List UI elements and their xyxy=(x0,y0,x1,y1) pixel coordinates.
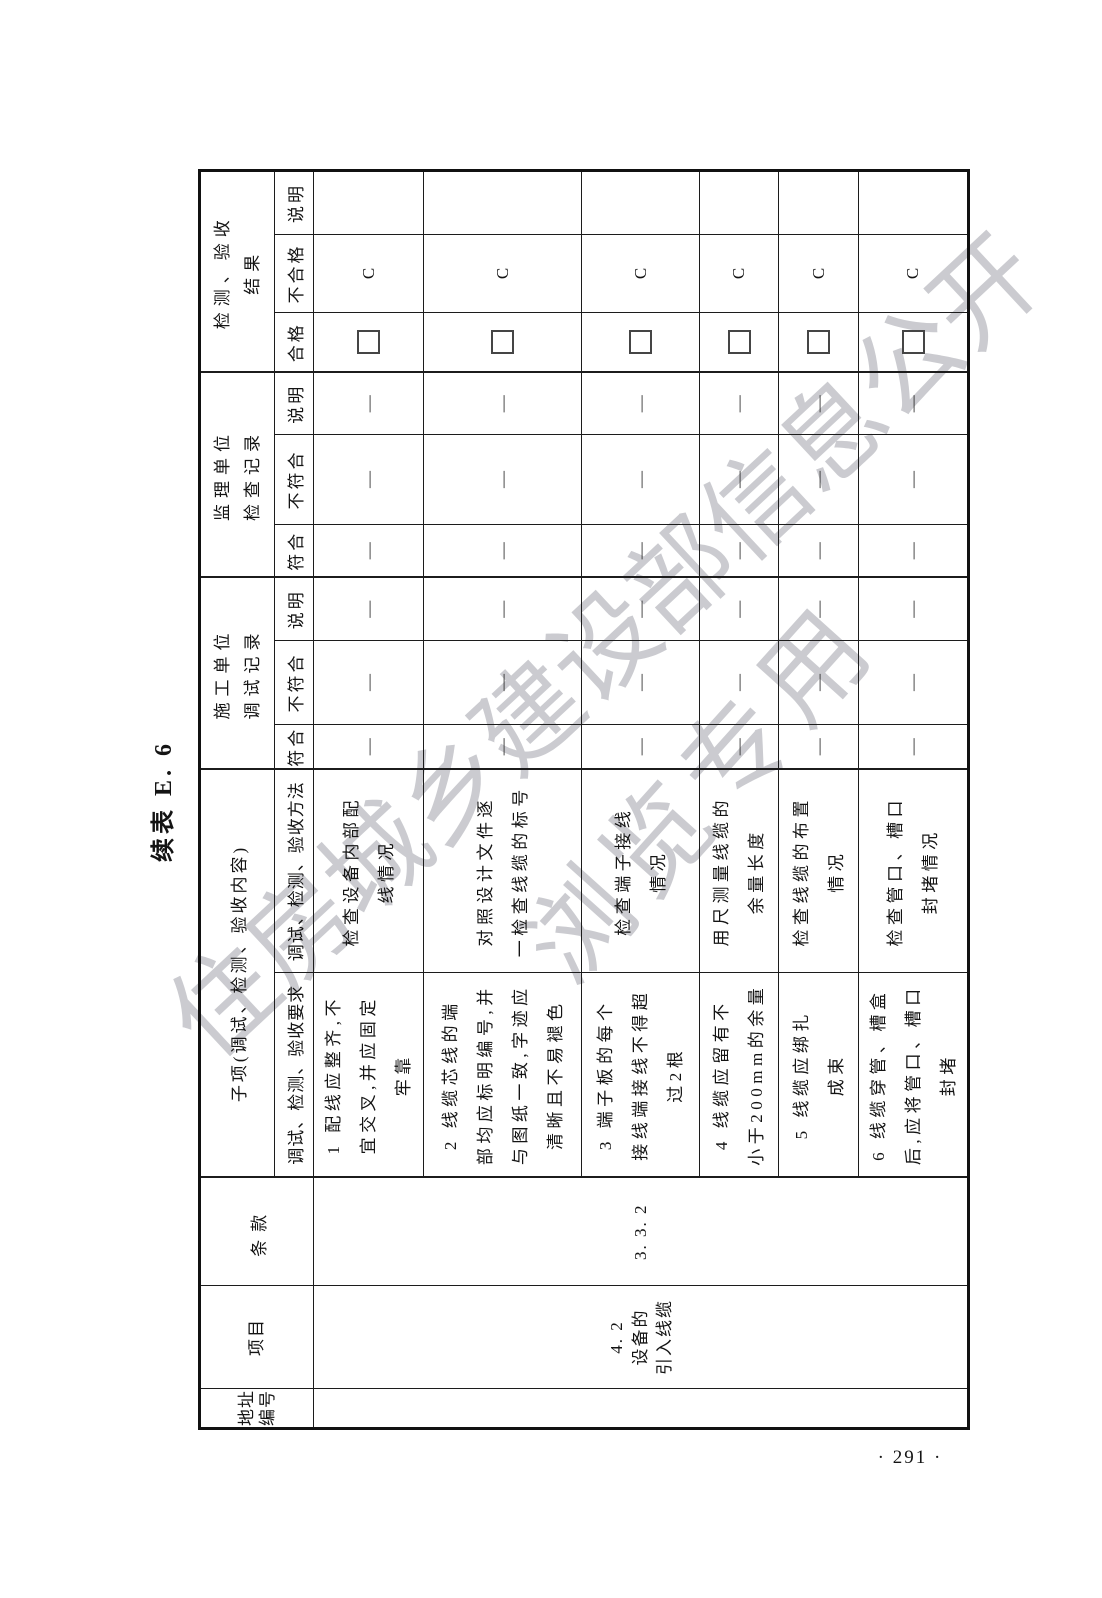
page-number: · 291 · xyxy=(877,1447,943,1468)
supervision-nonconform-cell: — xyxy=(858,434,969,525)
fail-mark-cell: C xyxy=(858,234,969,313)
header-result-group: 检测、验收 结果 xyxy=(199,170,275,373)
result-note-cell xyxy=(778,170,859,235)
construction-conform-cell: — xyxy=(581,724,700,770)
supervision-nonconform-cell: — xyxy=(581,434,700,525)
construction-note-cell: — xyxy=(423,577,582,641)
table-title: 续表 E. 6 xyxy=(151,740,177,863)
result-note-cell xyxy=(858,170,969,235)
supervision-note-cell: — xyxy=(699,372,779,435)
supervision-note-cell: — xyxy=(423,372,582,435)
method-cell: 用尺测量线缆的 余量长度 xyxy=(699,769,779,973)
requirement-cell: 1 配线应整齐,不 宜交叉,并应固定 牢靠 xyxy=(313,972,424,1178)
requirement-cell: 3 端子板的每个 接线端接线不得超 过2根 xyxy=(581,972,700,1178)
construction-nonconform-cell: — xyxy=(581,640,700,725)
supervision-nonconform-cell: — xyxy=(313,434,424,525)
method-cell: 检查管口、槽口 封堵情况 xyxy=(858,769,969,973)
construction-nonconform-cell: — xyxy=(423,640,582,725)
header-subitem-group: 子项(调试、检测、验收内容) xyxy=(199,769,275,1178)
requirement-cell: 5 线缆应绑扎 成束 xyxy=(778,972,859,1178)
construction-nonconform-cell: — xyxy=(699,640,779,725)
header-fail: 不合格 xyxy=(274,234,314,313)
header-conform: 符合 xyxy=(274,724,314,770)
inspection-record-table: 地址 编号 项目 条款 子项(调试、检测、验收内容) 施工单位 调试记录 监理单… xyxy=(198,168,970,1430)
address-value-cell xyxy=(313,1388,969,1429)
construction-conform-cell: — xyxy=(699,724,779,770)
supervision-note-cell: — xyxy=(858,372,969,435)
construction-conform-cell: — xyxy=(778,724,859,770)
pass-checkbox-icon xyxy=(727,330,751,355)
header-note: 说明 xyxy=(274,170,314,235)
pass-cell xyxy=(778,312,859,373)
fail-mark-cell: C xyxy=(699,234,779,313)
supervision-nonconform-cell: — xyxy=(699,434,779,525)
requirement-cell: 2 线缆芯线的端 部均应标明编号,并 与图纸一致,字迹应 清晰且不易褪色 xyxy=(423,972,582,1178)
header-project: 项目 xyxy=(199,1285,314,1389)
supervision-note-cell: — xyxy=(313,372,424,435)
header-note: 说明 xyxy=(274,372,314,435)
construction-conform-cell: — xyxy=(858,724,969,770)
pass-cell xyxy=(581,312,700,373)
pass-cell xyxy=(423,312,582,373)
pass-checkbox-icon xyxy=(901,330,925,355)
header-clause: 条款 xyxy=(199,1177,314,1286)
pass-checkbox-icon xyxy=(807,330,830,355)
pass-checkbox-icon xyxy=(491,330,514,355)
clause-value-cell: 3. 3. 2 xyxy=(313,1177,969,1286)
supervision-note-cell: — xyxy=(778,372,859,435)
header-conform: 符合 xyxy=(274,524,314,578)
pass-checkbox-icon xyxy=(357,330,380,355)
fail-mark-cell: C xyxy=(313,234,424,313)
method-cell: 对照设计文件逐 一检查线缆的标号 xyxy=(423,769,582,973)
result-note-cell xyxy=(313,170,424,235)
result-note-cell xyxy=(581,170,700,235)
header-note: 说明 xyxy=(274,577,314,641)
supervision-nonconform-cell: — xyxy=(423,434,582,525)
supervision-conform-cell: — xyxy=(581,524,700,578)
construction-nonconform-cell: — xyxy=(858,640,969,725)
requirement-cell: 4 线缆应留有不 小于200mm的余量 xyxy=(699,972,779,1178)
construction-note-cell: — xyxy=(778,577,859,641)
pass-checkbox-icon xyxy=(629,330,652,355)
supervision-conform-cell: — xyxy=(423,524,582,578)
construction-note-cell: — xyxy=(858,577,969,641)
construction-note-cell: — xyxy=(581,577,700,641)
header-supervision-group: 监理单位 检查记录 xyxy=(199,372,275,578)
supervision-conform-cell: — xyxy=(778,524,859,578)
pass-cell xyxy=(313,312,424,373)
header-requirement-label: 调试、检测、验收要求 xyxy=(274,972,314,1178)
supervision-conform-cell: — xyxy=(858,524,969,578)
result-note-cell xyxy=(423,170,582,235)
construction-note-cell: — xyxy=(313,577,424,641)
rotated-table-canvas: 续表 E. 6 地址 编号 项目 条款 子项(调试、检测、验收内容) 施工单位 … xyxy=(123,168,970,1430)
method-cell: 检查设备内部配 线情况 xyxy=(313,769,424,973)
supervision-note-cell: — xyxy=(581,372,700,435)
construction-conform-cell: — xyxy=(313,724,424,770)
project-value-cell: 4. 2 设备的 引入线缆 xyxy=(313,1285,969,1389)
header-address-number: 地址 编号 xyxy=(199,1388,314,1429)
title-band: 续表 E. 6 xyxy=(123,172,198,1430)
fail-mark-cell: C xyxy=(581,234,700,313)
supervision-conform-cell: — xyxy=(313,524,424,578)
requirement-cell: 6 线缆穿管、槽盒 后,应将管口、槽口 封堵 xyxy=(858,972,969,1178)
supervision-nonconform-cell: — xyxy=(778,434,859,525)
method-cell: 检查端子接线 情况 xyxy=(581,769,700,973)
construction-conform-cell: — xyxy=(423,724,582,770)
construction-nonconform-cell: — xyxy=(778,640,859,725)
fail-mark-cell: C xyxy=(423,234,582,313)
header-pass: 合格 xyxy=(274,312,314,373)
header-nonconform: 不符合 xyxy=(274,434,314,525)
header-nonconform: 不符合 xyxy=(274,640,314,725)
method-cell: 检查线缆的布置 情况 xyxy=(778,769,859,973)
construction-note-cell: — xyxy=(699,577,779,641)
header-construction-group: 施工单位 调试记录 xyxy=(199,577,275,770)
construction-nonconform-cell: — xyxy=(313,640,424,725)
result-note-cell xyxy=(699,170,779,235)
header-method-label: 调试、检测、验收方法 xyxy=(274,769,314,973)
pass-cell xyxy=(858,312,969,373)
pass-cell xyxy=(699,312,779,373)
supervision-conform-cell: — xyxy=(699,524,779,578)
fail-mark-cell: C xyxy=(778,234,859,313)
